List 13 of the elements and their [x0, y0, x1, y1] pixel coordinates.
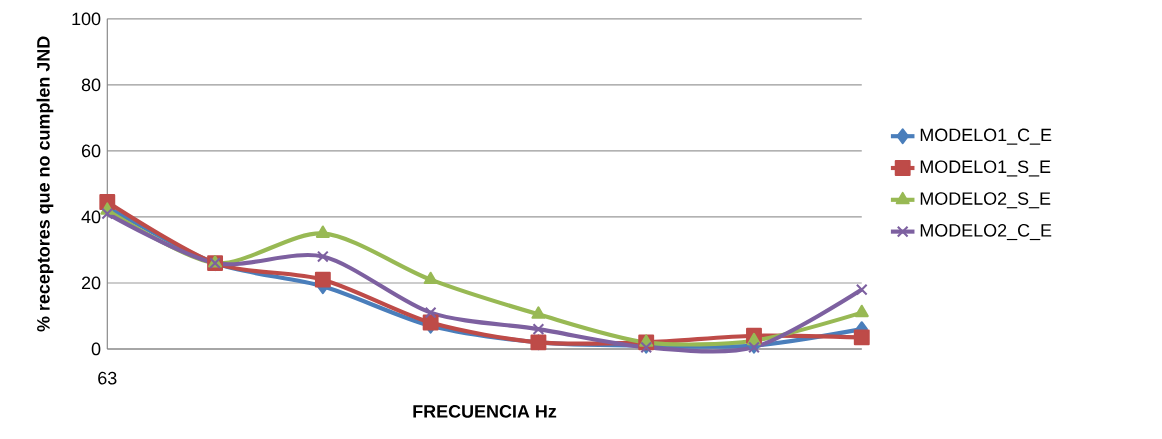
y-axis-title: % receptores que no cumplen JND	[36, 36, 54, 332]
y-tick-label: 20	[81, 276, 101, 290]
y-tick-label: 80	[81, 78, 101, 92]
y-tick-label: 40	[81, 210, 101, 224]
x-tick-label: 63	[98, 371, 117, 385]
legend-label: MODELO1_S_E	[920, 160, 1051, 177]
y-tick-label: 100	[72, 12, 101, 26]
x-axis-title: FRECUENCIA Hz	[413, 405, 557, 418]
y-tick-label: 60	[81, 144, 101, 158]
legend-label: MODELO2_S_E	[920, 192, 1051, 209]
y-tick-label: 0	[91, 342, 101, 356]
legend-label: MODELO1_C_E	[920, 128, 1052, 145]
legend-label: MODELO2_C_E	[920, 224, 1052, 241]
